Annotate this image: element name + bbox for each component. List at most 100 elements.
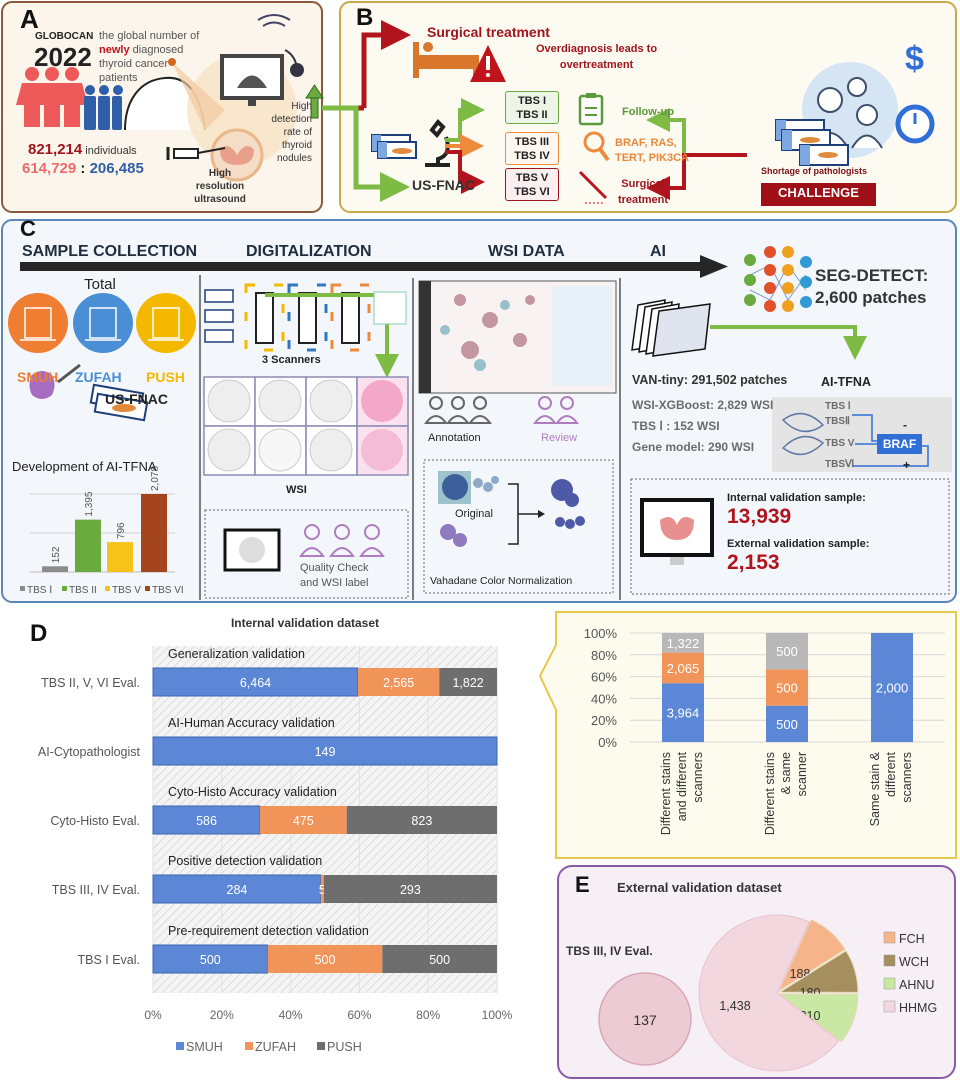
column-segment <box>766 669 808 706</box>
legend-swatch <box>317 1042 325 1050</box>
category-label: TBS II, V, VI Eval. <box>41 676 140 690</box>
scanners-label: 3 Scanners <box>262 354 321 366</box>
category-label-line: different <box>884 751 898 796</box>
tbs-list-5: TBS V <box>825 438 855 449</box>
tbs-box-followup: TBS I TBS II <box>505 91 559 124</box>
category-label-line: Different stains <box>659 752 673 835</box>
panel-c-label: C <box>20 216 36 241</box>
bar-segment-zufah <box>259 806 347 834</box>
desc-highlight: newly <box>99 44 130 56</box>
bar-value-label: 149 <box>315 745 336 759</box>
column-value-label: 1,322 <box>667 636 700 651</box>
legend-label: TBS VI <box>152 585 184 596</box>
panel-d-label: D <box>30 620 48 647</box>
scanners-icon <box>255 292 360 344</box>
internal-chart-title: Internal validation dataset <box>230 616 380 630</box>
x-tick-label: 80% <box>416 1008 440 1022</box>
bar-value-label: 823 <box>411 814 432 828</box>
hospital-icon-zufah <box>73 293 133 353</box>
total-label: Total <box>84 276 116 293</box>
column-segment <box>871 633 913 742</box>
column-value-label: 500 <box>776 717 798 732</box>
column-segment <box>766 633 808 670</box>
female-count: 614,729 <box>22 160 77 177</box>
development-label: Development of AI-TFNA <box>12 459 157 474</box>
up-arrow-icon <box>305 84 324 119</box>
bar-value-label: 2,565 <box>383 676 414 690</box>
stage-ai: AI <box>650 243 666 260</box>
column-value-label: 2,000 <box>876 681 909 696</box>
globocan-label: GLOBOCAN <box>35 31 94 42</box>
arrow-surgery <box>646 153 747 200</box>
bar-value-label: 293 <box>400 883 421 897</box>
legend-label: TBS II <box>69 585 97 596</box>
y-tick-label: 20% <box>591 713 617 728</box>
category-label-line: Same stain & <box>868 751 882 826</box>
slides-icon-c <box>89 383 149 422</box>
column-value-label: 500 <box>776 644 798 659</box>
group-title: Cyto-Histo Accuracy validation <box>168 785 337 799</box>
braf-label: BRAF <box>882 437 917 451</box>
stage-wsi-data: WSI DATA <box>488 243 565 260</box>
hospital-icon-push <box>136 293 196 353</box>
category-label-line: scanner <box>795 752 809 796</box>
category-label: Same stain & different scanners <box>868 751 914 826</box>
braf-plus: + <box>903 458 911 472</box>
syringe-icon <box>166 147 226 160</box>
hospital-icon-smuh <box>8 293 68 353</box>
male-count: 206,485 <box>89 160 144 177</box>
wsi-label: WSI <box>286 484 307 496</box>
x-tick-label: 20% <box>210 1008 234 1022</box>
pie-slice-wch <box>778 950 859 993</box>
legend-label-wch: WCH <box>899 955 929 969</box>
category-label-line: Different stains <box>763 752 777 835</box>
bar-segment-push <box>439 668 497 696</box>
bar-value-label: 284 <box>227 883 248 897</box>
patch-stack-icon <box>631 299 711 357</box>
normalized-sample-image <box>551 479 585 529</box>
bar-2 <box>75 519 101 572</box>
legend-swatch <box>176 1042 184 1050</box>
c-usfnac-label: US-FNAC <box>105 391 168 407</box>
bar-value-label: 152 <box>51 546 62 563</box>
y-tick-label: 80% <box>591 648 617 663</box>
column-segment <box>662 652 704 684</box>
slides-icon <box>371 134 417 159</box>
x-tick-label: 60% <box>347 1008 371 1022</box>
wsi-grid <box>203 376 409 476</box>
legend-swatch <box>883 954 896 967</box>
pie-value-label: 1,438 <box>719 999 750 1013</box>
total-unit: individuals <box>85 145 137 157</box>
challenge-banner-bg <box>761 183 876 206</box>
overdiagnosis-warning: Overdiagnosis leads to overtreatment <box>536 43 658 71</box>
tbs-box-molecular: TBS III TBS IV <box>505 132 559 165</box>
bar-segment-zufah <box>320 875 324 903</box>
stage-digitalization: DIGITALIZATION <box>246 243 372 260</box>
tbs-list-1: TBS Ⅰ <box>825 401 851 412</box>
y-tick-label: 0% <box>598 735 617 750</box>
internal-sample-label: Internal validation sample: <box>727 492 866 504</box>
tbs-list-2: TBSⅡ <box>825 416 850 427</box>
category-label-line: scanners <box>900 752 914 803</box>
bar-value-label: 586 <box>196 814 217 828</box>
category-label: Different stains & same scanner <box>763 752 809 835</box>
braf-box <box>877 434 922 454</box>
group-title: Generalization validation <box>168 647 305 661</box>
bar-segment-push <box>346 806 497 834</box>
legend-label: TBS Ⅰ <box>27 585 52 596</box>
category-label: Cyto-Histo Eval. <box>50 814 140 828</box>
bar-segment-push <box>323 875 497 903</box>
doctor-icons-qc <box>299 524 385 557</box>
bubble-label: TBS III, IV Eval. <box>566 944 653 958</box>
panel-a-label: A <box>20 4 39 34</box>
hospital-push: PUSH <box>146 369 185 385</box>
total-value: 821,214 <box>28 141 83 158</box>
legend-label-ahnu: AHNU <box>899 978 934 992</box>
gender-split: 614,729 : 206,485 <box>22 160 144 177</box>
surgical-label: Surgical treatment <box>617 178 669 206</box>
column-value-label: 3,964 <box>667 706 700 721</box>
tbs-box-surgical: TBS V TBS VI <box>505 168 559 201</box>
thyroid-outline-icon <box>781 412 825 456</box>
legend-swatch <box>20 586 25 591</box>
category-label: AI-Cytopathologist <box>38 745 141 759</box>
